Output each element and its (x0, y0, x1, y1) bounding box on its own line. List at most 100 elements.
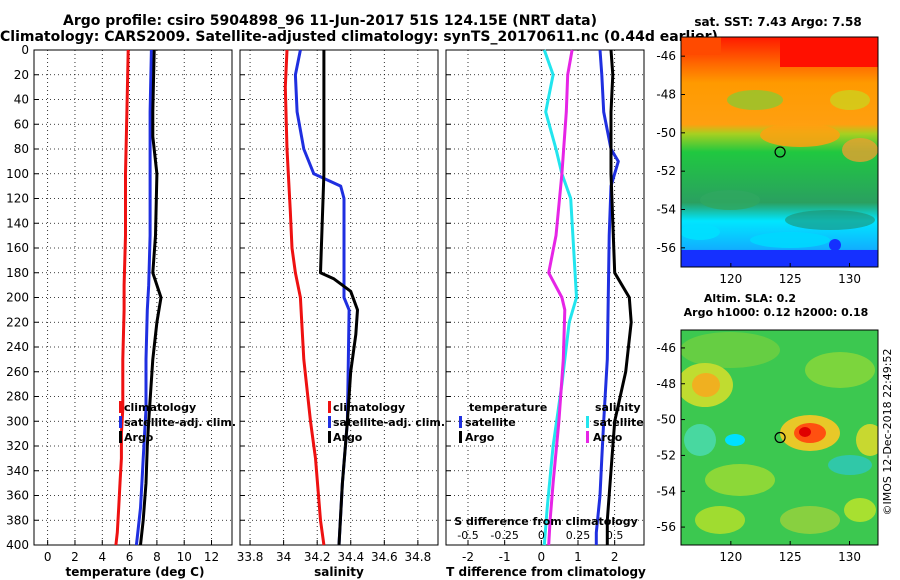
plot-title-line2: Climatology: CARS2009. Satellite-adjuste… (0, 29, 718, 45)
sst-map-title: sat. SST: 7.43 Argo: 7.58 (694, 15, 861, 29)
depth-tick-label: 280 (6, 390, 29, 404)
legend-salinity-title: salinity (595, 401, 641, 414)
depth-tick-label: 180 (6, 266, 29, 280)
legend-s-argo: Argo (593, 431, 623, 444)
series-line-temperature-satellite (594, 49, 620, 545)
map-x-tick-label: 125 (779, 550, 802, 564)
x-tick-label: 6 (126, 550, 134, 564)
sla-map-image (681, 330, 878, 545)
series-line-salinity-argo (547, 49, 574, 546)
legend-s-satellite: satellite (593, 416, 644, 429)
series-line-salinity-satellite (542, 49, 578, 546)
difference-legend: temperature satellite Argo salinity sate… (459, 401, 644, 444)
legend-satellite-adj: satellite-adj. clim. (333, 416, 445, 429)
imos-credit: ©IMOS 12-Dec-2018 22:49:52 (881, 349, 894, 516)
x-tick-label: 34 (276, 550, 291, 564)
salinity-difference-ticks: -0.5 -0.25 0 0.25 0.5 (457, 529, 623, 542)
depth-tick-label: 120 (6, 192, 29, 206)
map-y-tick-label: -56 (656, 520, 676, 534)
sla-map-subtitle: Argo h1000: 0.12 h2000: 0.18 (684, 306, 869, 319)
map-x-tick-label: 120 (719, 272, 742, 286)
x2-tick-label: 0.25 (566, 529, 591, 542)
salinity-series (283, 49, 359, 546)
sla-map-frame (680, 329, 879, 546)
sst-map-image (681, 37, 878, 267)
temperature-series (114, 49, 163, 546)
map-y-tick-label: -52 (656, 448, 676, 462)
temperature-x-ticks: 0 2 4 6 8 10 12 (44, 550, 219, 564)
x-tick-label: 34.8 (405, 550, 432, 564)
depth-axis-tick-labels: 0 20 40 60 80 100 120 140 160 180 200 220 240 260 280 3… (6, 43, 29, 552)
series-line-climatology (114, 49, 130, 546)
x2-tick-label: -0.5 (457, 529, 478, 542)
depth-tick-label: 80 (14, 142, 29, 156)
x-tick-label: 12 (204, 550, 219, 564)
legend-swatch-climatology (328, 401, 331, 413)
series-line-temperature-argo (605, 49, 633, 545)
plot-title-line1: Argo profile: csiro 5904898_96 11-Jun-20… (63, 13, 597, 29)
depth-tick-label: 140 (6, 216, 29, 230)
sla-argo-location-marker (774, 431, 786, 444)
map-y-tick-label: -50 (656, 413, 676, 427)
legend-swatch-argo (328, 431, 331, 443)
depth-tick-label: 20 (14, 68, 29, 82)
legend-swatch-satellite (119, 416, 122, 428)
x-tick-label: 8 (153, 550, 161, 564)
x-tick-label: -1 (499, 550, 511, 564)
depth-tick-label: 0 (21, 43, 29, 57)
depth-tick-label: 240 (6, 340, 29, 354)
series-line-argo (319, 50, 359, 546)
legend-swatch-t-satellite (459, 416, 462, 428)
x-tick-label: 2 (611, 550, 619, 564)
temperature-grid (34, 49, 232, 546)
map-y-tick-label: -54 (656, 484, 676, 498)
x-tick-label: 1 (574, 550, 582, 564)
x-tick-label: 0 (538, 550, 546, 564)
x-tick-label: 34.6 (371, 550, 398, 564)
x2-tick-label: 0.5 (606, 529, 624, 542)
legend-swatch-s-satellite (586, 416, 589, 428)
temperature-difference-label: T difference from climatology (446, 565, 646, 579)
depth-tick-label: 40 (14, 93, 29, 107)
legend-swatch-climatology (119, 401, 122, 413)
difference-series (542, 49, 633, 546)
sla-map-title: Altim. SLA: 0.2 (704, 292, 796, 305)
difference-panel: -2 -1 0 1 2 -0.5 -0.25 0 0.25 0.5 S difference f… (445, 49, 646, 579)
depth-tick-label: 260 (6, 365, 29, 379)
legend-swatch-s-argo (586, 431, 589, 443)
map-y-tick-label: -46 (656, 49, 676, 63)
sla-map: Altim. SLA: 0.2 Argo h1000: 0.12 h2000: … (656, 292, 879, 564)
depth-tick-label: 160 (6, 241, 29, 255)
legend-climatology: climatology (124, 401, 196, 414)
depth-tick-label: 320 (6, 439, 29, 453)
legend-argo: Argo (124, 431, 154, 444)
series-line-climatology (283, 49, 326, 546)
sla-map-ticks: 120 125 130 -46 -48 -50 -52 -54 -56 (656, 341, 861, 564)
x-tick-label: 34.4 (337, 550, 364, 564)
map-x-tick-label: 120 (719, 550, 742, 564)
legend-satellite-adj: satellite-adj. clim. (124, 416, 236, 429)
map-y-tick-label: -46 (656, 341, 676, 355)
depth-tick-label: 200 (6, 291, 29, 305)
map-y-tick-label: -56 (656, 241, 676, 255)
temperature-panel: 0 2 4 6 8 10 12 temperature (deg C) climatolog… (33, 49, 236, 579)
legend-t-argo: Argo (465, 431, 495, 444)
map-x-tick-label: 130 (838, 550, 861, 564)
sst-argo-location-marker (774, 146, 786, 158)
sst-map-ticks: 120 125 130 -46 -48 -50 -52 -54 -56 (656, 49, 861, 286)
x-tick-label: 10 (177, 550, 192, 564)
difference-grid (446, 49, 644, 546)
depth-tick-label: 300 (6, 414, 29, 428)
x-tick-label: 0 (44, 550, 52, 564)
legend-swatch-argo (119, 431, 122, 443)
map-x-tick-label: 125 (779, 272, 802, 286)
sst-map-frame (680, 36, 879, 268)
depth-tick-label: 340 (6, 464, 29, 478)
salinity-legend: climatology satellite-adj. clim. Argo (328, 401, 445, 444)
map-y-tick-label: -48 (656, 88, 676, 102)
x-tick-label: 34.2 (304, 550, 331, 564)
map-y-tick-label: -54 (656, 203, 676, 217)
salinity-panel: 33.8 34 34.2 34.4 34.6 34.8 salinity climatol… (237, 49, 445, 579)
map-y-tick-label: -52 (656, 164, 676, 178)
sst-map: sat. SST: 7.43 Argo: 7.58 120 125 130 -46 -4… (656, 15, 879, 286)
